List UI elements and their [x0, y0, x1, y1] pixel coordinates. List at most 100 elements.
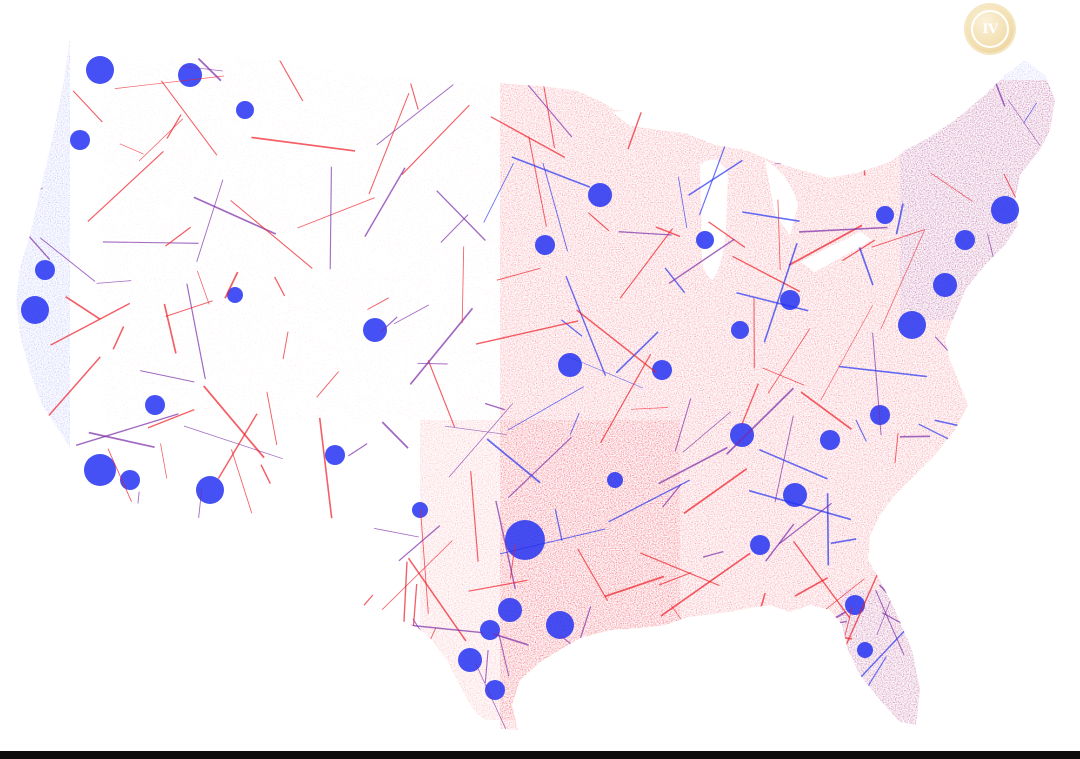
road-line [842, 239, 876, 262]
road-line [1004, 306, 1028, 380]
road-line [87, 150, 164, 223]
road-line [658, 446, 728, 485]
road-line [149, 609, 255, 643]
road-line [374, 527, 419, 538]
road-line [983, 628, 1003, 644]
road-line [165, 226, 191, 247]
road-line [525, 81, 573, 138]
road-line [507, 386, 584, 431]
road-line [842, 78, 896, 98]
road-line [968, 629, 973, 663]
road-line [277, 623, 302, 629]
road-line [119, 143, 144, 155]
road-line [448, 402, 514, 478]
road-line [685, 624, 713, 645]
road-line [732, 255, 801, 293]
road-line [926, 75, 938, 109]
metro-blob [363, 318, 387, 342]
road-line [765, 523, 795, 562]
road-line [486, 438, 541, 484]
road-line [230, 200, 313, 269]
road-line [615, 331, 659, 374]
road-line [112, 326, 125, 350]
road-line [41, 666, 83, 710]
road-line [217, 413, 258, 479]
road-line [298, 623, 374, 664]
road-line [952, 573, 967, 621]
road-line [511, 156, 591, 188]
road-line [212, 609, 239, 647]
road-line [210, 671, 237, 730]
road-line [1007, 99, 1041, 147]
road-line [855, 419, 867, 442]
road-line [484, 650, 489, 683]
road-line [1023, 102, 1038, 123]
road-line [495, 500, 516, 590]
road-line [145, 567, 198, 643]
lake-erie [800, 232, 872, 272]
metro-blob [780, 290, 800, 310]
road-line [997, 340, 1055, 353]
road-line [675, 627, 781, 664]
road-line [260, 464, 271, 484]
road-line [662, 484, 682, 508]
lake-huron [765, 160, 798, 235]
road-line [569, 412, 580, 435]
road-line [88, 431, 155, 449]
road-line [668, 238, 735, 284]
road-line [75, 413, 179, 446]
road-line [875, 589, 905, 656]
road-line [982, 303, 989, 367]
road-line [376, 84, 454, 146]
road-line [381, 421, 409, 449]
road-line [820, 304, 873, 401]
road-line [777, 199, 781, 271]
road-line [1031, 291, 1055, 296]
road-line [835, 109, 858, 141]
road-line [858, 247, 874, 286]
road-line [604, 575, 665, 598]
road-line [997, 662, 1030, 669]
road-line [475, 662, 507, 729]
road-line [800, 391, 853, 430]
bottom-bar [0, 751, 1080, 759]
road-line [1015, 589, 1035, 606]
road-line [677, 176, 688, 228]
road-line [381, 540, 453, 610]
road-line [266, 391, 278, 446]
road-line [763, 243, 798, 343]
road-line [282, 331, 289, 360]
road-line [554, 509, 563, 542]
metro-blob [731, 321, 749, 339]
metro-blob [652, 360, 672, 380]
road-line [367, 297, 390, 310]
metro-blob [876, 206, 894, 224]
metro-blob [70, 130, 90, 150]
road-line [748, 489, 852, 521]
metro-blob [558, 353, 582, 377]
road-line [660, 552, 751, 617]
road-line [742, 211, 800, 222]
road-line [364, 167, 406, 237]
road-line [576, 309, 657, 374]
road-line [700, 20, 746, 41]
road-line [542, 163, 568, 252]
road-line [899, 435, 931, 438]
road-line [135, 671, 146, 730]
road-line [64, 668, 86, 673]
road-line [490, 116, 566, 159]
road-line [767, 328, 811, 394]
road-line [348, 443, 368, 457]
road-line [420, 509, 429, 614]
road-line [35, 546, 72, 561]
metro-blob [227, 287, 243, 303]
metro-blob [505, 520, 545, 560]
road-line [468, 579, 528, 592]
road-line [988, 356, 1002, 405]
road-line [560, 635, 617, 682]
metro-blob [783, 483, 807, 507]
road-line [389, 627, 437, 728]
road-line [981, 413, 1055, 429]
road-line [566, 355, 644, 389]
